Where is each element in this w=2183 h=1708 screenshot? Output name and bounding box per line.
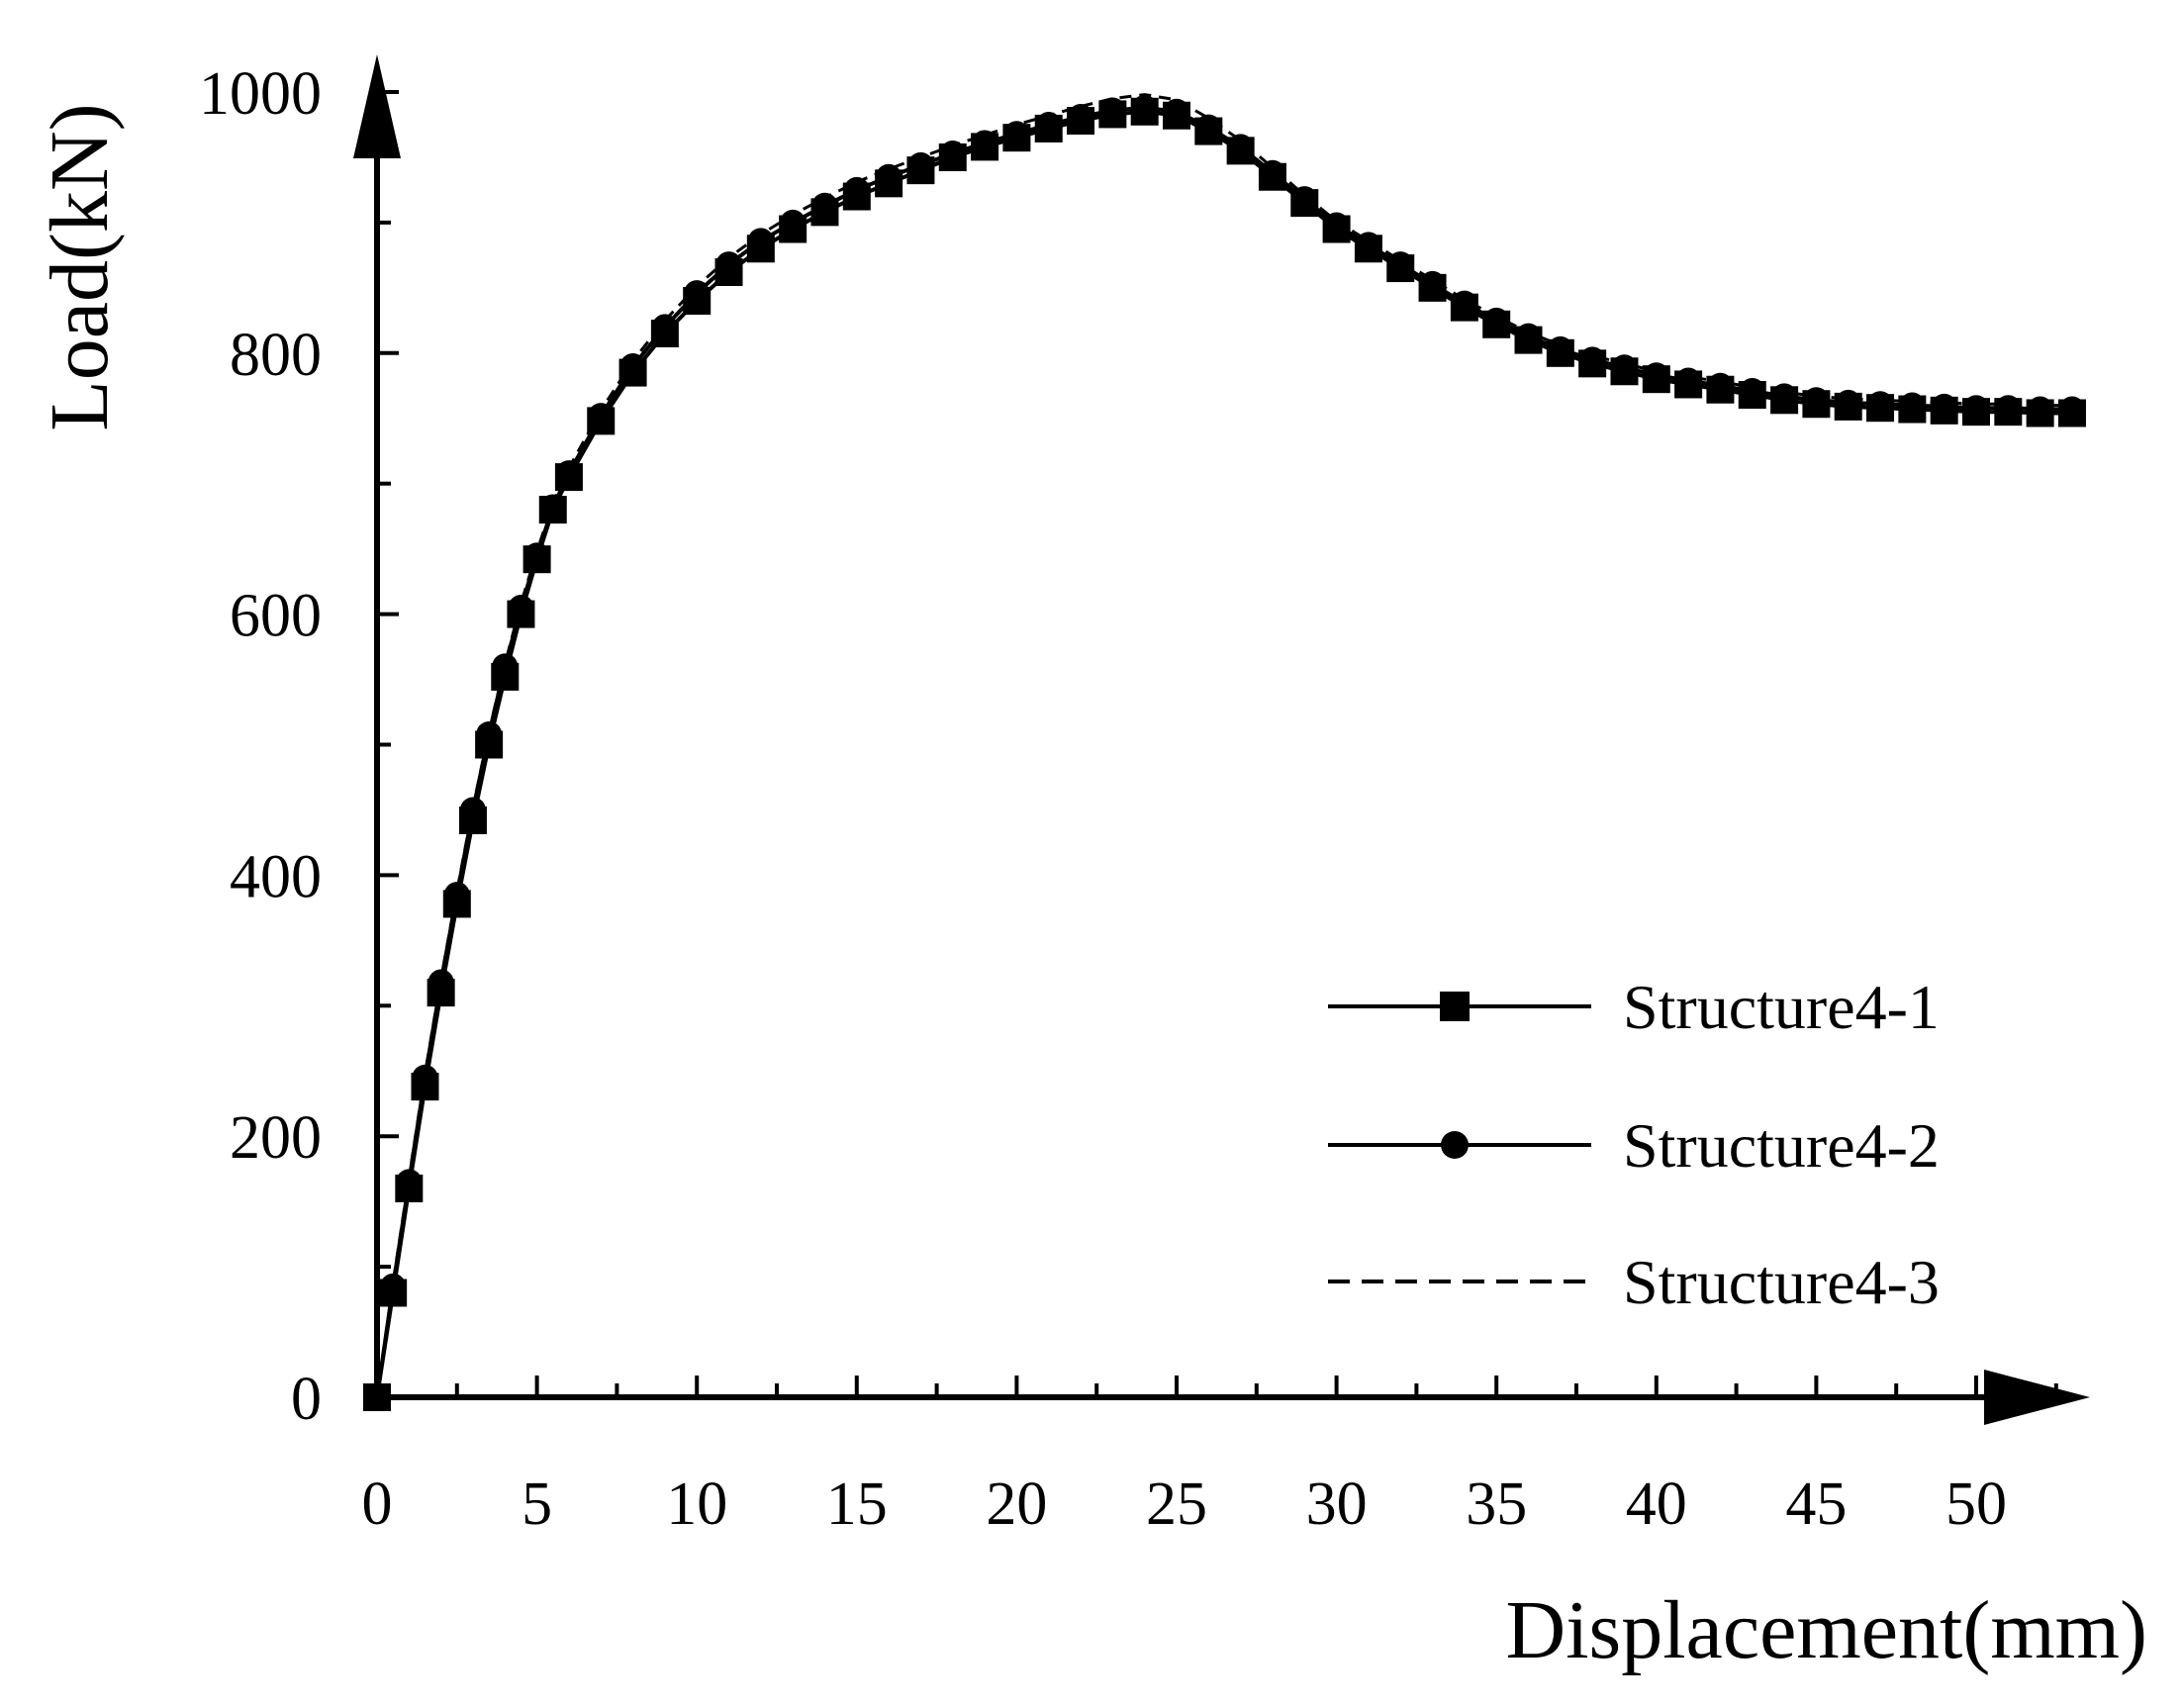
x-tick-label: 10 (666, 1471, 727, 1538)
data-point-circle (1931, 393, 1957, 420)
data-point-circle (715, 251, 742, 278)
data-point-circle (1003, 121, 1030, 147)
data-point-circle (1579, 346, 1606, 373)
data-point-circle (1899, 392, 1926, 419)
data-point-circle (1643, 362, 1669, 389)
legend: Structure4-1 Structure4-2 Structure4-3 (1328, 972, 1940, 1317)
data-point-circle (1803, 387, 1830, 414)
series-layer (363, 93, 2086, 1411)
data-point-circle (1771, 383, 1798, 410)
data-point-circle (1867, 391, 1894, 418)
x-tick-label: 25 (1146, 1471, 1207, 1538)
data-point-circle (1707, 372, 1734, 399)
data-point-circle (780, 209, 807, 236)
data-point-circle (939, 140, 966, 166)
y-tick-label: 1000 (199, 60, 322, 128)
axes (353, 54, 2090, 1425)
data-point-circle (1164, 98, 1189, 125)
data-point-circle (972, 130, 998, 156)
data-point-circle (2027, 396, 2053, 423)
data-point-circle (1483, 307, 1510, 333)
x-tick-label: 45 (1785, 1471, 1847, 1538)
data-point-circle (380, 1273, 407, 1299)
data-point-circle (843, 176, 870, 203)
data-point-circle (1035, 111, 1062, 138)
x-tick-label: 0 (362, 1471, 393, 1538)
data-point-circle (619, 352, 646, 379)
data-point-circle (1131, 94, 1158, 121)
data-point-circle (1291, 186, 1318, 213)
data-point-circle (588, 403, 615, 429)
data-point-circle (1099, 97, 1126, 124)
data-point-circle (747, 228, 774, 254)
x-tick-label: 40 (1626, 1471, 1687, 1538)
x-axis-title: Displacement(mm) (1506, 1584, 2147, 1676)
series-line-2 (375, 105, 2072, 1398)
series-line-3 (375, 93, 2072, 1398)
y-tick-label: 0 (291, 1366, 322, 1433)
data-point-circle (1355, 232, 1381, 258)
ticks: 0 5 10 15 20 25 30 35 40 45 50 0 200 400 600 800 1000 (199, 60, 2058, 1538)
data-point-circle (1611, 354, 1638, 381)
legend-label-2: Structure4-2 (1623, 1110, 1940, 1181)
x-tick-label: 15 (826, 1471, 888, 1538)
y-tick-label: 200 (230, 1104, 322, 1172)
x-tick-label: 20 (986, 1471, 1047, 1538)
y-axis-title: Load(kN) (34, 103, 126, 430)
x-tick-label: 35 (1466, 1471, 1527, 1538)
data-point-circle (684, 280, 711, 307)
data-point-circle (1835, 389, 1861, 416)
y-axis-arrow (353, 54, 401, 158)
x-axis-arrow (1984, 1370, 2090, 1425)
legend-label-1: Structure4-1 (1623, 972, 1940, 1042)
data-point-circle (651, 314, 678, 340)
data-point-circle (1547, 335, 1573, 362)
data-point-circle (1259, 159, 1285, 186)
legend-marker-square (1440, 992, 1470, 1021)
data-point-circle (443, 882, 470, 908)
data-point-circle (1739, 378, 1765, 405)
data-point-circle (1227, 134, 1254, 160)
data-point-circle (1515, 323, 1542, 349)
data-point-circle (1323, 212, 1350, 238)
series-line-1 (375, 109, 2072, 1398)
data-point-circle (876, 163, 902, 190)
data-point-circle (811, 192, 838, 219)
data-point-circle (1675, 367, 1702, 394)
x-tick-label: 30 (1306, 1471, 1368, 1538)
y-tick-label: 800 (230, 322, 322, 389)
data-point-circle (476, 720, 503, 747)
y-tick-label: 400 (230, 843, 322, 910)
legend-label-3: Structure4-3 (1623, 1247, 1940, 1317)
data-point-circle (1963, 395, 1989, 422)
x-tick-label: 5 (522, 1471, 552, 1538)
data-point-circle (1995, 395, 2022, 422)
y-tick-label: 600 (230, 583, 322, 650)
data-point-circle (555, 460, 582, 487)
data-point-circle (2058, 396, 2085, 423)
data-point-circle (1068, 104, 1094, 131)
legend-marker-circle (1441, 1131, 1469, 1159)
data-point-circle (539, 494, 566, 521)
x-tick-label: 50 (1946, 1471, 2007, 1538)
data-point-circle (1195, 114, 1222, 141)
